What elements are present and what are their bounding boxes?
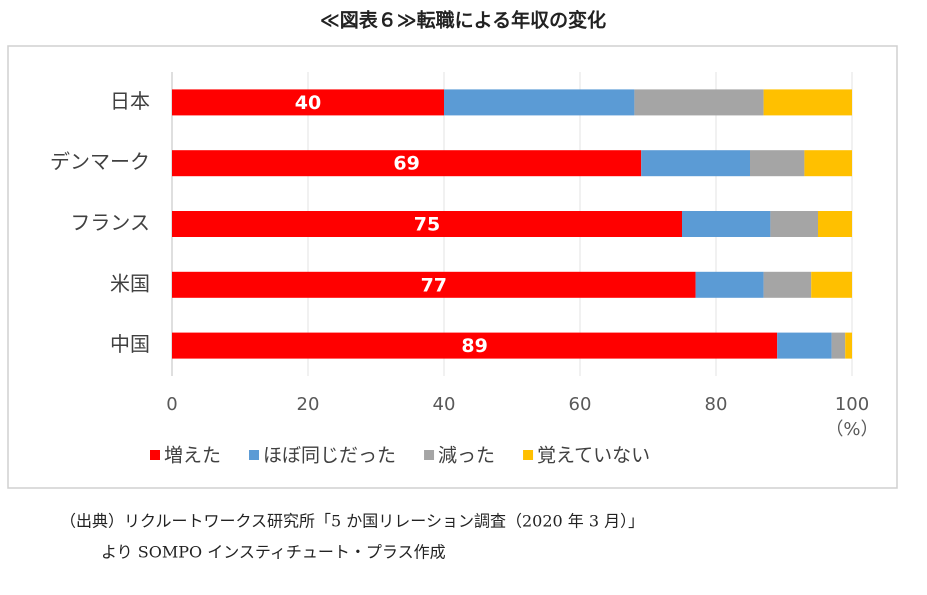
bar-segment [634,89,764,116]
y-tick-label: デンマーク [50,150,150,174]
bar-segment [831,332,846,359]
bar-segment [172,89,444,116]
legend-swatch [150,450,160,460]
x-tick-label: 20 [297,394,320,415]
bar-segment [682,211,771,237]
data-label: 89 [461,335,487,357]
bar-segment [172,150,642,177]
data-label: 77 [421,274,447,296]
x-tick-label: 100 [835,394,869,415]
bar-segment [777,332,832,359]
legend-label: ほぼ同じだった [263,445,396,467]
data-label: 69 [393,153,419,175]
bar-segment [641,150,750,177]
legend-label: 減った [438,445,495,467]
bar-segment [845,332,852,359]
bar-segment [172,211,682,237]
bar-segment [172,271,696,298]
y-tick-label: 米国 [110,271,150,295]
data-label: 40 [295,92,321,114]
chart-frame [7,45,898,489]
x-tick-label: 80 [705,394,728,415]
bar-segment [172,332,778,359]
legend-swatch [523,450,534,460]
source-note: より SOMPO インスティチュート・プラス作成 [101,543,446,562]
x-unit: （%） [825,419,878,440]
bar-segment [811,271,852,298]
legend-label: 増えた [164,445,221,467]
legend-swatch [424,450,435,460]
chart-title: ≪図表６≫転職による年収の変化 [320,9,606,32]
bar-segment [750,150,805,177]
bar-segment [444,89,635,116]
y-tick-label: フランス [70,211,150,235]
y-tick-label: 日本 [110,89,150,113]
source-note: （出典）リクルートワークス研究所「5 か国リレーション調査（2020 年 3 月… [60,512,644,531]
bar-segment [763,89,852,116]
legend-label: 覚えていない [537,445,650,467]
y-tick-label: 中国 [110,332,150,356]
bar-segment [695,271,764,298]
bar-segment [804,150,852,177]
bar-segment [818,211,852,237]
legend-swatch [249,450,260,460]
x-tick-label: 40 [433,394,456,415]
bar-segment [770,211,818,237]
x-tick-label: 60 [569,394,592,415]
x-tick-label: 0 [166,394,177,415]
bar-segment [763,271,812,298]
data-label: 75 [414,214,440,236]
